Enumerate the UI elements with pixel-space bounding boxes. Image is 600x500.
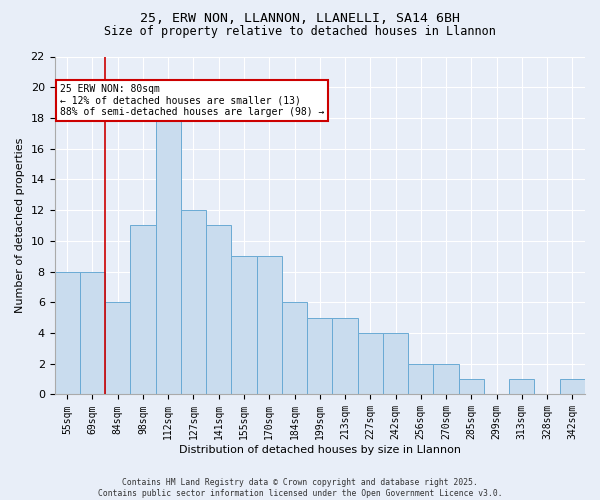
Bar [383,333,408,394]
Bar [181,210,206,394]
Bar [560,379,585,394]
Bar [257,256,282,394]
Bar [332,318,358,394]
Bar [80,272,105,394]
Bar [232,256,257,394]
Bar [509,379,535,394]
Bar [130,226,155,394]
X-axis label: Distribution of detached houses by size in Llannon: Distribution of detached houses by size … [179,445,461,455]
Text: 25 ERW NON: 80sqm
← 12% of detached houses are smaller (13)
88% of semi-detached: 25 ERW NON: 80sqm ← 12% of detached hous… [60,84,324,116]
Text: Contains HM Land Registry data © Crown copyright and database right 2025.
Contai: Contains HM Land Registry data © Crown c… [98,478,502,498]
Bar [458,379,484,394]
Bar [155,118,181,394]
Bar [307,318,332,394]
Bar [206,226,232,394]
Bar [358,333,383,394]
Text: Size of property relative to detached houses in Llannon: Size of property relative to detached ho… [104,25,496,38]
Bar [408,364,433,394]
Bar [433,364,458,394]
Y-axis label: Number of detached properties: Number of detached properties [15,138,25,313]
Bar [55,272,80,394]
Text: 25, ERW NON, LLANNON, LLANELLI, SA14 6BH: 25, ERW NON, LLANNON, LLANELLI, SA14 6BH [140,12,460,26]
Bar [282,302,307,394]
Bar [105,302,130,394]
